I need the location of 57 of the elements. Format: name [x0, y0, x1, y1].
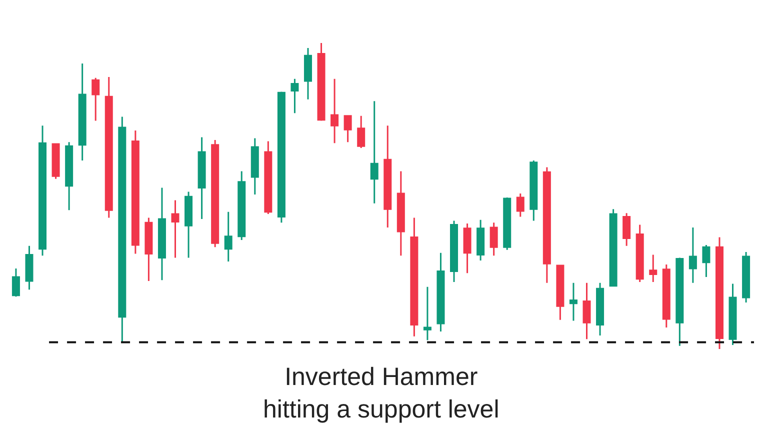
- candlestick: [171, 200, 180, 259]
- candlestick: [184, 190, 193, 259]
- candlestick: [65, 141, 74, 211]
- candlestick: [676, 257, 684, 347]
- candlestick: [330, 78, 339, 144]
- candlestick: [503, 196, 512, 251]
- candlestick: [596, 282, 604, 336]
- candlestick: [582, 282, 591, 340]
- candlestick: [384, 124, 392, 228]
- candlestick: [396, 170, 405, 256]
- candlestick: [715, 236, 724, 350]
- candlestick: [317, 42, 326, 122]
- candlestick: [158, 186, 166, 281]
- candlestick: [490, 222, 498, 256]
- candlestick: [304, 47, 312, 100]
- candlestick: [250, 137, 259, 196]
- candlestick: [78, 62, 86, 162]
- candlestick: [52, 143, 60, 180]
- candlestick: [450, 220, 458, 283]
- candlestick: [198, 136, 206, 220]
- candlestick: [12, 268, 20, 298]
- candlestick: [357, 115, 366, 149]
- candlestick: [410, 216, 418, 338]
- candlestick: [436, 252, 445, 332]
- candlestick: [211, 139, 220, 248]
- candlestick: [344, 115, 352, 143]
- candlestick: [476, 219, 485, 262]
- candlestick: [688, 226, 697, 284]
- candlestick: [264, 140, 272, 215]
- candlestick: [131, 130, 140, 255]
- candlestick: [92, 77, 100, 122]
- candlestick: [636, 224, 644, 283]
- candlestick: [290, 78, 299, 114]
- candlestick: [542, 166, 551, 284]
- candlestick: [38, 124, 47, 256]
- candlestick: [556, 264, 564, 321]
- candlestick: [609, 208, 618, 287]
- candlestick: [702, 244, 710, 278]
- candlestick: [118, 116, 126, 343]
- candlestick: [622, 212, 631, 247]
- candlestick: [662, 264, 670, 328]
- candlestick: [423, 286, 432, 341]
- candlestick: [569, 282, 578, 322]
- candlestick: [238, 170, 246, 241]
- candlestick: [742, 251, 750, 304]
- candlestick: [530, 160, 538, 222]
- candlestick: [224, 211, 232, 262]
- candlestick: [649, 254, 658, 283]
- candlestick: [277, 90, 286, 224]
- candlestick: [463, 222, 472, 274]
- candlestick: [370, 100, 378, 204]
- candlestick: [144, 216, 153, 282]
- candlestick: [25, 245, 34, 290]
- candlestick: [516, 192, 524, 218]
- candlestick: [104, 76, 113, 218]
- text: Inverted Hammer hitting a support level: [263, 363, 500, 424]
- candlestick: [728, 283, 737, 346]
